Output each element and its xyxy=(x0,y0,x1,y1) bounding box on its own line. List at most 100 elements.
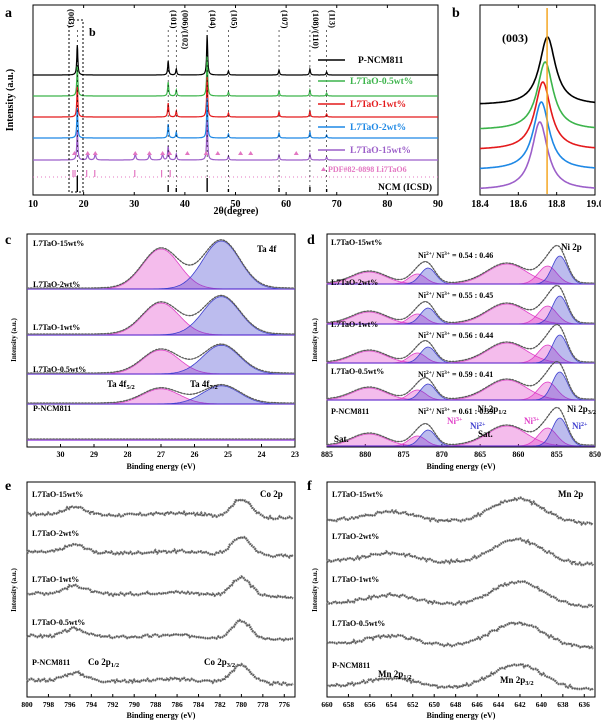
sample-label: L7TaO-1wt% xyxy=(32,575,79,584)
legend-label: P-NCM811 xyxy=(358,56,404,66)
x-tick-label: 19.0 xyxy=(586,199,601,210)
fit-envelope xyxy=(326,285,595,324)
x-tick-label: 644 xyxy=(493,700,505,709)
ni-ratio-label: Ni2+/ Ni3+ = 0.55 : 0.45 xyxy=(418,291,493,300)
x-tick-label: 855 xyxy=(551,450,563,459)
sample-label: P-NCM811 xyxy=(32,658,70,667)
li7tao6-marker xyxy=(146,151,152,155)
x-tick-label: 656 xyxy=(364,700,376,709)
panel-c-sample-labels: L7TaO-15wt% L7TaO-2wt% L7TaO-1wt% L7TaO-0.5… xyxy=(33,239,86,413)
x-tick-label: 786 xyxy=(171,700,183,709)
fit-envelope xyxy=(326,361,595,400)
x-tick-label: 640 xyxy=(536,700,548,709)
panel-letter-b: b xyxy=(452,6,460,21)
xrd-curve-2 xyxy=(33,76,438,118)
x-tick-label: 865 xyxy=(474,450,486,459)
panel-d-annotations: Ni 2p1/2 Ni 2p3/2 Sat. Sat. Ni3+ Ni2+ Ni… xyxy=(334,404,596,444)
panel-letter-d: d xyxy=(307,233,315,248)
li7tao6-marker xyxy=(184,151,190,155)
x-tick-label: 650 xyxy=(429,700,441,709)
fit-component xyxy=(327,334,595,364)
fit-component xyxy=(27,296,295,336)
sample-label: L7TaO-2wt% xyxy=(331,278,378,287)
panel-c-ticks: 30 29 28 27 26 25 24 23 xyxy=(57,444,299,459)
x-tick-label: 80 xyxy=(382,199,392,210)
ni-ratio-label: Ni2+/ Ni3+ = 0.59 : 0.41 xyxy=(418,370,493,379)
x-tick-label: 90 xyxy=(433,199,443,210)
panel-c-xlabel: Binding energy (eV) xyxy=(127,462,196,471)
sample-label: L7TaO-0.5wt% xyxy=(331,367,384,376)
x-tick-label: 28 xyxy=(124,450,132,459)
x-tick-label: 870 xyxy=(436,450,448,459)
fit-component xyxy=(327,255,595,285)
x-tick-label: 782 xyxy=(214,700,226,709)
panel-f-ticks: 660 658 656 654 652 650 648 646 644 642 640 638 636 xyxy=(321,694,590,709)
xrd-curve-0 xyxy=(33,34,438,76)
xps-raw-line xyxy=(27,499,294,520)
x-tick-label: 642 xyxy=(514,700,526,709)
panel-a-ticks: 10 20 30 40 50 60 70 80 90 xyxy=(28,5,443,210)
sample-label: L7TaO-2wt% xyxy=(32,529,79,538)
li7tao6-marker xyxy=(238,151,244,155)
x-tick-label: 23 xyxy=(291,450,299,459)
li7tao6-marker xyxy=(248,151,254,155)
sample-label: L7TaO-15wt% xyxy=(32,490,83,499)
sample-label: L7TaO-2wt% xyxy=(33,280,80,289)
x-tick-label: 60 xyxy=(281,199,291,210)
legend-label: L7TaO-0.5wt% xyxy=(350,77,413,87)
li7tao6-marker xyxy=(215,151,221,155)
x-tick-label: 24 xyxy=(258,450,266,459)
sample-label: P-NCM811 xyxy=(33,404,71,413)
legend-label: L7TaO-1wt% xyxy=(350,100,406,110)
panel-e-ticks: 800 798 796 794 792 790 788 786 784 782 780 778 776 xyxy=(21,694,290,709)
panel-c-title: Ta 4f xyxy=(257,244,277,254)
x-tick-label: 18.8 xyxy=(548,199,566,210)
xps-raw-line xyxy=(326,663,594,691)
b-curve-2 xyxy=(479,81,596,150)
xps-raw-line xyxy=(27,576,294,599)
peak-label: (006)/(102) xyxy=(180,10,190,49)
peak-label: (101) xyxy=(169,10,179,29)
xrd-curve-3 xyxy=(33,97,438,139)
xps-raw-line xyxy=(326,538,594,566)
panel-e-title: Co 2p xyxy=(260,489,283,499)
panel-e-ylabel: Intensity (a.u.) xyxy=(10,567,18,611)
peak-label: (105) xyxy=(229,10,239,29)
fit-component xyxy=(27,344,295,375)
panel-f-ylabel: Intensity (a.u.) xyxy=(311,567,319,611)
sample-label: L7TaO-0.5wt% xyxy=(33,365,86,374)
fit-component xyxy=(27,385,295,405)
panel-d: d Intensity (a.u.) Binding energy (eV) 8… xyxy=(307,233,601,471)
x-tick-label: 660 xyxy=(321,700,333,709)
fit-envelope xyxy=(27,239,295,289)
panel-b: b 18.4 18.6 18.8 19.0 (003) xyxy=(452,4,601,210)
mn2p32-label: Mn 2p3/2 xyxy=(500,675,534,687)
peak-label: (003) xyxy=(66,9,76,28)
peak-label: (108)/(110) xyxy=(311,10,321,49)
inset-letter-b: b xyxy=(89,25,96,39)
x-tick-label: 798 xyxy=(43,700,55,709)
xps-raw-line xyxy=(26,536,294,558)
x-tick-label: 25 xyxy=(224,450,232,459)
x-tick-label: 875 xyxy=(398,450,410,459)
fit-envelope xyxy=(27,343,295,374)
x-tick-label: 792 xyxy=(107,700,119,709)
x-tick-label: 70 xyxy=(332,199,342,210)
panel-f-curves xyxy=(326,496,595,692)
li7tao6-marker xyxy=(132,151,138,155)
fit-component xyxy=(327,417,595,447)
x-tick-label: 18.6 xyxy=(510,199,528,210)
x-tick-label: 26 xyxy=(191,450,199,459)
sat-label-2: Sat. xyxy=(478,429,493,439)
ni3-label-b: Ni3+ xyxy=(524,416,540,426)
panel-letter-f: f xyxy=(307,479,312,494)
panel-f: f Intensity (a.u.) Binding energy (eV) 6… xyxy=(307,479,596,720)
panel-b-ticks: 18.4 18.6 18.8 19.0 xyxy=(471,5,601,210)
x-tick-label: 880 xyxy=(359,450,371,459)
x-tick-label: 50 xyxy=(231,199,241,210)
panel-e-sample-labels: L7TaO-15wt% L7TaO-2wt% L7TaO-1wt% L7TaO-0.5… xyxy=(32,490,85,667)
x-tick-label: 780 xyxy=(236,700,248,709)
peak-label: (107) xyxy=(280,10,290,29)
sample-label: L7TaO-15wt% xyxy=(33,239,84,248)
panel-b-frame xyxy=(479,4,596,196)
